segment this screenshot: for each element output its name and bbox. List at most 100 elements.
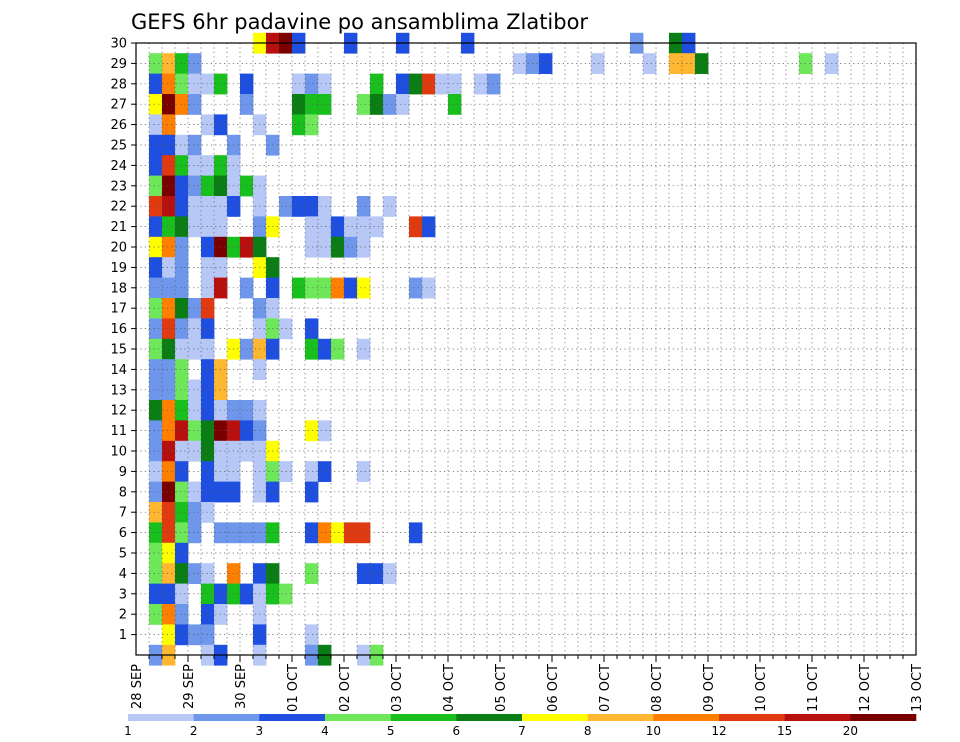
heatmap-cell: [162, 175, 176, 197]
heatmap-cell: [175, 134, 189, 156]
heatmap-cell: [305, 277, 319, 299]
heatmap-cell: [162, 563, 176, 584]
colorbar-label: 1: [124, 724, 132, 738]
heatmap-cell: [422, 73, 436, 95]
heatmap-cell: [149, 379, 163, 401]
heatmap-cell: [162, 236, 176, 258]
heatmap-cell: [175, 216, 189, 238]
colorbar-swatch: [456, 714, 523, 721]
heatmap-cell: [162, 420, 176, 442]
heatmap-cell: [149, 461, 163, 482]
heatmap-cell: [149, 481, 163, 503]
heatmap-cell: [175, 175, 189, 197]
heatmap-cell: [149, 114, 163, 136]
heatmap-cell: [448, 94, 462, 115]
heatmap-cell: [175, 53, 189, 74]
heatmap-cell: [474, 73, 488, 95]
y-tick-label: 2: [119, 608, 127, 623]
heatmap-cell: [149, 155, 163, 176]
heatmap-cell: [357, 522, 371, 544]
heatmap-cell: [318, 196, 332, 217]
colorbar-label: 12: [711, 724, 726, 738]
heatmap-cell: [162, 73, 176, 95]
heatmap-cell: [318, 216, 332, 238]
heatmap-cell: [305, 73, 319, 95]
heatmap-cell: [292, 94, 306, 115]
heatmap-cell: [201, 175, 215, 197]
x-tick-label: 03 OCT: [390, 664, 405, 712]
colorbar-swatch: [390, 714, 457, 721]
heatmap-cell: [162, 502, 176, 523]
x-tick-label: 12 OCT: [858, 664, 873, 712]
heatmap-cell: [422, 277, 436, 299]
y-tick-label: 15: [110, 343, 127, 358]
heatmap-cell: [188, 522, 202, 544]
heatmap-cell: [357, 236, 371, 258]
heatmap-cell: [357, 461, 371, 482]
heatmap-cell: [188, 502, 202, 523]
y-tick-label: 10: [110, 445, 127, 460]
heatmap-cell: [175, 624, 189, 646]
heatmap-cell: [201, 563, 215, 584]
chart-title: GEFS 6hr padavine po ansamblima Zlatibor: [131, 10, 588, 34]
heatmap-cell: [201, 583, 215, 605]
heatmap-cell: [175, 542, 189, 564]
heatmap-cell: [162, 53, 176, 74]
heatmap-cell: [175, 318, 189, 340]
heatmap-cell: [331, 522, 345, 544]
heatmap-cell: [201, 298, 215, 319]
y-tick-label: 11: [110, 424, 127, 439]
heatmap-cell: [175, 440, 189, 462]
colorbar-swatch: [193, 714, 260, 721]
heatmap-cell: [305, 481, 319, 503]
heatmap-cell: [149, 298, 163, 319]
heatmap-cell: [162, 604, 176, 625]
heatmap-cell: [331, 338, 345, 360]
heatmap-cell: [201, 461, 215, 482]
colorbar-label: 15: [777, 724, 792, 738]
x-tick-label: 30 SEP: [234, 664, 249, 709]
heatmap-cell: [188, 318, 202, 340]
colorbar-label: 8: [584, 724, 592, 738]
heatmap-cell: [149, 318, 163, 340]
heatmap-cell: [149, 542, 163, 564]
heatmap-cell: [344, 236, 358, 258]
y-tick-label: 26: [110, 118, 127, 133]
y-tick-label: 8: [119, 485, 127, 500]
y-tick-label: 28: [110, 77, 127, 92]
heatmap-cell: [149, 94, 163, 115]
heatmap-cell: [162, 481, 176, 503]
heatmap-cell: [188, 298, 202, 319]
y-tick-label: 25: [110, 139, 127, 154]
heatmap-cell: [188, 134, 202, 156]
colorbar-swatch: [850, 714, 917, 721]
heatmap-cell: [201, 338, 215, 360]
heatmap-cell: [162, 440, 176, 462]
heatmap-cell: [162, 277, 176, 299]
heatmap-cell: [149, 277, 163, 299]
heatmap-cell: [318, 461, 332, 482]
heatmap-cell: [682, 53, 696, 74]
colorbar-label: 7: [518, 724, 526, 738]
colorbar-swatch: [587, 714, 654, 721]
colorbar-label: 4: [321, 724, 329, 738]
heatmap-cell: [175, 604, 189, 625]
heatmap-cell: [162, 298, 176, 319]
heatmap-cell: [149, 236, 163, 258]
heatmap-cell: [175, 94, 189, 115]
heatmap-cell: [188, 420, 202, 442]
x-tick-label: 11 OCT: [806, 664, 821, 712]
heatmap-cell: [175, 298, 189, 319]
heatmap-cell: [188, 73, 202, 95]
heatmap-cell: [318, 73, 332, 95]
heatmap-cell: [422, 216, 436, 238]
heatmap-cell: [149, 400, 163, 421]
heatmap-cell: [162, 196, 176, 217]
heatmap-cell: [175, 359, 189, 380]
heatmap-cell: [162, 379, 176, 401]
colorbar-legend: 1 2 3 4 5 6 7 8 10 12 15 20: [124, 714, 917, 738]
y-tick-label: 9: [119, 465, 127, 480]
heatmap-cell: [149, 440, 163, 462]
heatmap-cell: [305, 318, 319, 340]
